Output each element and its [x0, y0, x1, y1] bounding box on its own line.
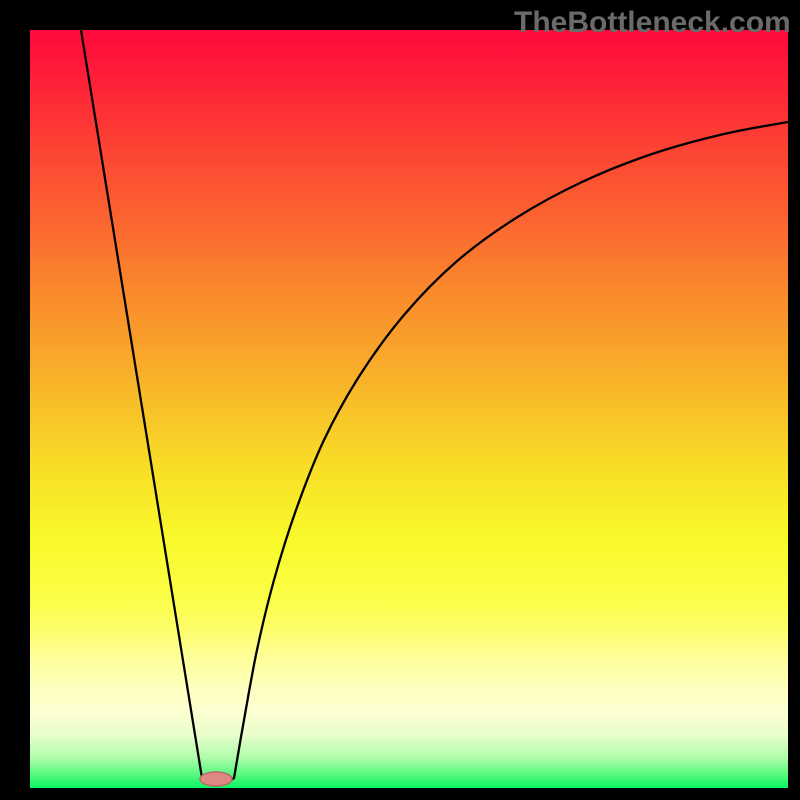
optimal-point-marker — [200, 772, 232, 786]
chart-svg — [30, 30, 788, 788]
watermark-text: TheBottleneck.com — [514, 6, 791, 40]
gradient-background — [30, 30, 788, 788]
chart-plot-area — [30, 30, 788, 788]
